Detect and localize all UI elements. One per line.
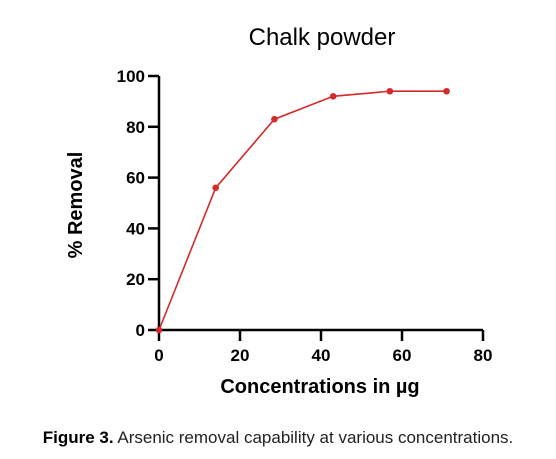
x-tick-label: 40 [312,346,331,365]
x-axis-label: Concentrations in µg [220,376,419,398]
figure-caption: Figure 3. Arsenic removal capability at … [0,428,556,448]
chalk-powder-chart: Chalk powder 0 20 40 60 80 100 0 20 40 60 80 Conce… [65,24,493,398]
x-tick-label: 20 [231,346,250,365]
y-tick-label: 60 [126,169,145,188]
y-tick-label: 100 [117,67,145,86]
figure-label: Figure 3. [42,428,114,447]
axis-ticks: 0 20 40 60 80 100 0 20 40 60 80 [117,67,493,365]
y-axis-label: % Removal [65,152,87,259]
y-tick-label: 20 [126,270,145,289]
axes [157,76,483,332]
x-tick-label: 60 [393,346,412,365]
data-point [155,326,163,334]
x-tick-label: 0 [154,346,163,365]
y-tick-label: 0 [136,321,145,340]
data-point [212,184,219,192]
figure-caption-text: Arsenic removal capability at various co… [113,428,514,447]
data-point [386,87,394,95]
y-tick-label: 80 [126,118,145,137]
x-tick-label: 80 [474,346,493,365]
data-series [155,87,450,334]
data-point [329,93,337,100]
data-point [271,115,278,123]
data-point [443,87,450,95]
series-line [158,90,447,331]
y-tick-label: 40 [126,219,145,238]
chart-title: Chalk powder [249,24,396,51]
